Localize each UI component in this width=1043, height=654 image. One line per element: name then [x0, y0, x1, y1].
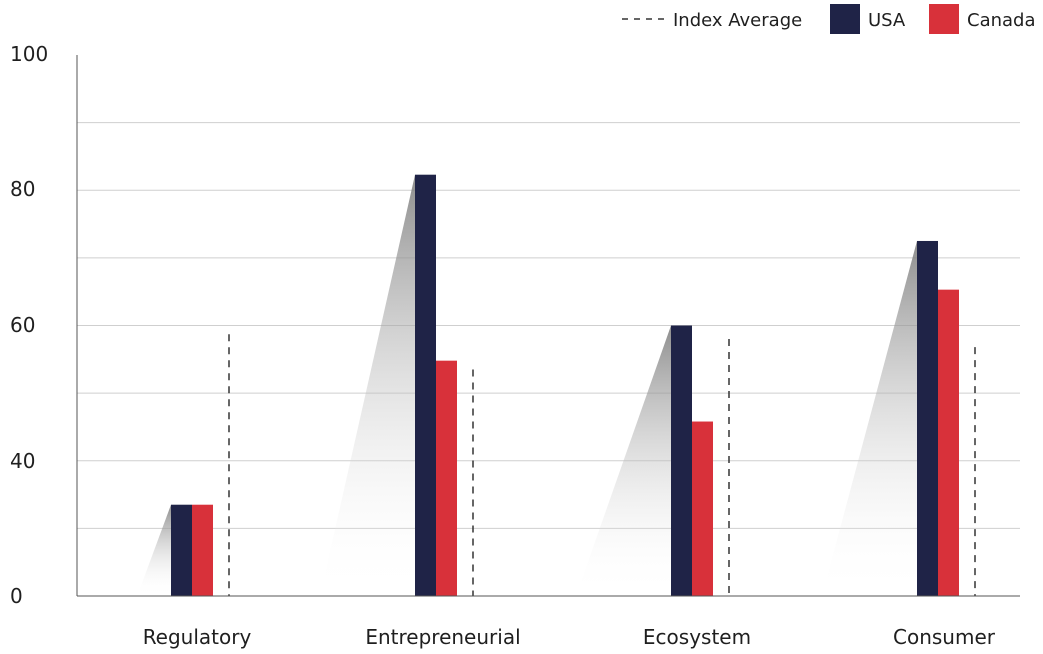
bar-canada — [692, 421, 713, 596]
bar-canada — [436, 360, 457, 596]
bar-canada — [192, 504, 213, 596]
y-tick-label: 0 — [10, 584, 23, 608]
bar-usa — [917, 240, 938, 596]
bar-shadows — [137, 174, 917, 597]
y-axis-ticks: 0 40 60 80 100 — [10, 42, 48, 608]
y-tick-label: 80 — [10, 177, 35, 201]
y-tick-label: 40 — [10, 449, 35, 473]
legend-canada-label: Canada — [967, 10, 1036, 31]
index-average-lines — [228, 334, 976, 596]
y-tick-label: 100 — [10, 42, 48, 66]
legend-index-average-label: Index Average — [673, 10, 802, 31]
legend-usa-swatch — [830, 4, 860, 34]
legend: Index Average USA Canada — [622, 4, 1036, 34]
x-axis-categories: Regulatory Entrepreneurial Ecosystem Con… — [143, 625, 996, 649]
x-category-label: Ecosystem — [643, 625, 751, 649]
bar-usa — [171, 504, 192, 596]
bar-shadow — [320, 174, 415, 597]
x-category-label: Entrepreneurial — [365, 625, 520, 649]
legend-usa-label: USA — [868, 10, 906, 31]
y-tick-label: 60 — [10, 313, 35, 337]
bar-usa — [415, 174, 436, 597]
x-category-label: Regulatory — [143, 625, 252, 649]
bar-usa — [671, 325, 692, 596]
bar-shadow — [137, 504, 171, 596]
x-category-label: Consumer — [893, 625, 996, 649]
bar-shadow — [576, 325, 671, 596]
gridlines — [77, 122, 1020, 529]
bars — [171, 174, 959, 597]
legend-canada-swatch — [929, 4, 959, 34]
bar-canada — [938, 289, 959, 596]
bar-shadow — [822, 240, 917, 596]
